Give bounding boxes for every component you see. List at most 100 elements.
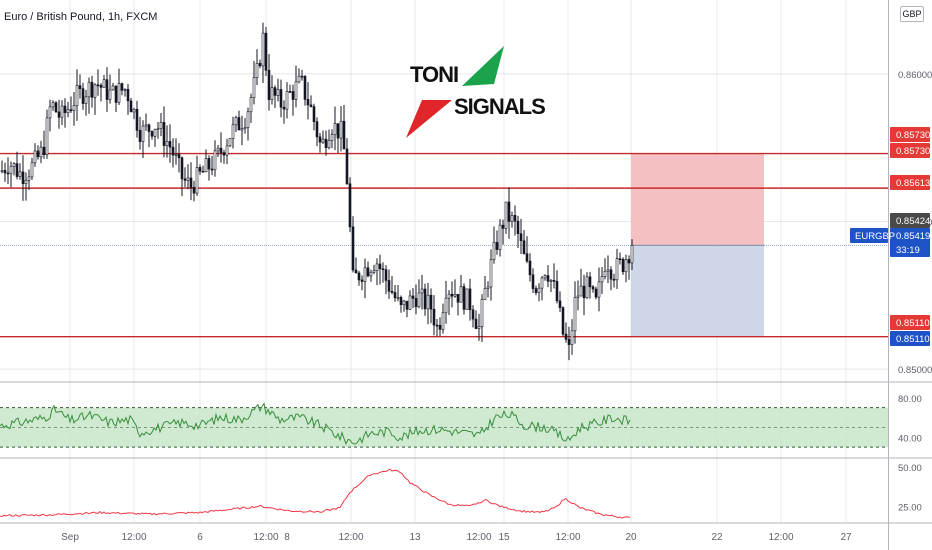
candle-body bbox=[522, 240, 526, 255]
candle-body bbox=[333, 123, 337, 135]
candle-body bbox=[630, 245, 634, 264]
price-label-box bbox=[890, 228, 930, 257]
candle-body bbox=[15, 163, 19, 177]
time-tick-label: 27 bbox=[840, 532, 852, 543]
candle-body bbox=[300, 75, 304, 78]
candle-body bbox=[564, 333, 568, 340]
time-axis[interactable]: Sep 12:00 6 12:00 8 12:00 13 12:00 15 12:00 20 22 12… bbox=[61, 532, 852, 543]
candle-body bbox=[600, 276, 604, 283]
candle-body bbox=[87, 81, 91, 98]
candle-body bbox=[618, 258, 622, 260]
candle-body bbox=[201, 170, 205, 173]
time-tick-label: 12:00 bbox=[768, 532, 793, 543]
candle-body bbox=[501, 224, 505, 229]
candle-body bbox=[24, 179, 28, 185]
candle-body bbox=[117, 83, 121, 103]
symbol-tag: EURGBP bbox=[855, 231, 895, 242]
candle-body bbox=[120, 83, 124, 91]
horizontal-levels bbox=[0, 152, 888, 338]
candle-body bbox=[588, 276, 592, 288]
candlestick-series bbox=[0, 22, 634, 361]
candle-body bbox=[207, 158, 211, 170]
candle-body bbox=[528, 260, 532, 276]
price-label-box bbox=[890, 143, 930, 158]
candle-body bbox=[585, 276, 589, 299]
candle-body bbox=[396, 296, 400, 299]
candle-body bbox=[225, 145, 229, 156]
candle-body bbox=[603, 270, 607, 277]
candle-body bbox=[351, 226, 355, 271]
candle-body bbox=[183, 178, 187, 181]
candle-body bbox=[519, 233, 523, 242]
candle-body bbox=[240, 128, 244, 131]
price-axis[interactable]: 0.860000.855000.8500080.0040.0050.0025.0… bbox=[850, 70, 932, 513]
candle-body bbox=[399, 296, 403, 306]
candle-body bbox=[93, 84, 97, 98]
candle-body bbox=[216, 147, 220, 152]
currency-label[interactable]: GBP bbox=[900, 6, 924, 22]
time-tick-label: 6 bbox=[197, 532, 203, 543]
rsi-tick-label: 80.00 bbox=[898, 394, 922, 405]
candle-body bbox=[594, 288, 598, 298]
candle-body bbox=[495, 242, 499, 250]
candle-body bbox=[327, 140, 331, 148]
candle-body bbox=[276, 89, 280, 96]
candle-body bbox=[291, 91, 295, 100]
candle-body bbox=[393, 292, 397, 299]
candle-body bbox=[591, 286, 595, 290]
candle-body bbox=[381, 268, 385, 271]
logo-line1: TONI bbox=[410, 62, 459, 87]
indicator-panes bbox=[0, 402, 888, 519]
candle-body bbox=[144, 124, 148, 127]
candle-body bbox=[567, 339, 571, 345]
candle-body bbox=[270, 87, 274, 100]
rsi-tick-label: 40.00 bbox=[898, 433, 922, 444]
candle-body bbox=[378, 263, 382, 270]
candle-body bbox=[570, 330, 574, 345]
osc-tick-label: 50.00 bbox=[898, 463, 922, 474]
candle-body bbox=[432, 308, 436, 326]
candle-body bbox=[192, 187, 196, 194]
candle-body bbox=[513, 215, 517, 222]
candle-body bbox=[429, 294, 433, 310]
candle-body bbox=[615, 258, 619, 281]
candle-body bbox=[39, 146, 43, 158]
osc-tick-label: 25.00 bbox=[898, 502, 922, 513]
candle-body bbox=[105, 79, 109, 100]
candle-body bbox=[402, 300, 406, 306]
candle-body bbox=[195, 167, 199, 194]
price-label-box bbox=[890, 127, 930, 142]
candle-body bbox=[363, 267, 367, 282]
candle-body bbox=[30, 162, 34, 178]
candle-body bbox=[504, 201, 508, 229]
candle-body bbox=[354, 269, 358, 274]
candle-body bbox=[447, 293, 451, 299]
candle-body bbox=[330, 134, 334, 141]
candle-body bbox=[516, 220, 520, 234]
candle-body bbox=[249, 97, 253, 113]
candle-body bbox=[138, 130, 142, 142]
candle-body bbox=[33, 150, 37, 164]
candle-body bbox=[57, 111, 61, 118]
candle-body bbox=[18, 171, 22, 177]
candle-body bbox=[408, 295, 412, 310]
candle-body bbox=[129, 100, 133, 113]
price-label-value: 0.85110 bbox=[896, 318, 930, 329]
candle-body bbox=[6, 172, 10, 175]
oscillator-line bbox=[0, 468, 631, 519]
candle-body bbox=[84, 96, 88, 104]
candle-body bbox=[492, 242, 496, 261]
candle-body bbox=[219, 147, 223, 153]
candle-body bbox=[534, 288, 538, 293]
candle-body bbox=[339, 120, 343, 139]
candle-body bbox=[405, 300, 409, 310]
candle-body bbox=[483, 288, 487, 300]
time-tick-label: 22 bbox=[711, 532, 723, 543]
chart-title: Euro / British Pound, 1h, FXCM bbox=[4, 11, 158, 23]
price-tick-label: 0.86000 bbox=[898, 70, 932, 81]
candle-body bbox=[42, 146, 46, 155]
candle-body bbox=[435, 324, 439, 327]
candle-body bbox=[438, 324, 442, 330]
candle-body bbox=[303, 75, 307, 100]
candle-body bbox=[210, 168, 214, 171]
